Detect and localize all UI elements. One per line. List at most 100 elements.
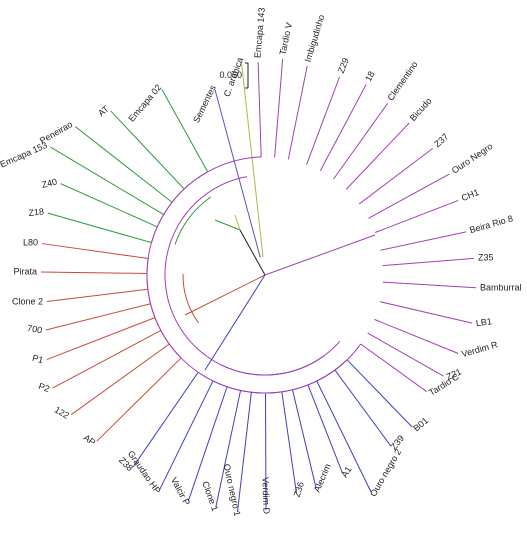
tree-branches	[40, 58, 477, 513]
terminal-branch	[50, 146, 164, 215]
leaf-label: P2	[37, 381, 51, 394]
clade-arc	[164, 176, 341, 376]
leaf-label: Z40	[41, 177, 58, 190]
terminal-branch	[52, 330, 162, 389]
terminal-branch	[60, 183, 158, 228]
leaf-label: Emcapa 143	[252, 7, 266, 58]
leaf-label: Graudao HP	[126, 449, 163, 496]
outgroup-stem	[234, 214, 241, 231]
terminal-branch	[274, 58, 284, 158]
leaf-label: Clementino	[385, 59, 419, 102]
terminal-branch	[382, 281, 477, 289]
terminal-branch	[334, 369, 392, 447]
terminal-branch	[161, 89, 209, 173]
terminal-branch	[319, 84, 367, 172]
terminal-branch	[236, 392, 252, 513]
leaf-label: Ouro Negro	[450, 141, 495, 176]
leaf-label: P1	[31, 353, 44, 365]
terminal-branch	[132, 371, 199, 467]
terminal-branch	[287, 65, 308, 160]
clade-arc	[146, 156, 362, 394]
terminal-branch	[360, 343, 428, 393]
leaf-label: LB1	[475, 316, 492, 328]
terminal-branch	[41, 243, 149, 260]
terminal-branch	[240, 61, 264, 258]
clade-arc	[182, 273, 199, 324]
terminal-branch	[215, 390, 242, 508]
leaf-label: Z36	[292, 481, 306, 499]
terminal-branch	[257, 61, 262, 158]
terminal-branch	[46, 317, 156, 361]
leaf-label: Verdim R	[460, 339, 499, 359]
leaf-label: Ouro negro 2	[368, 447, 403, 498]
leaf-label: 700	[26, 323, 43, 335]
terminal-branch	[358, 148, 434, 205]
root-branch	[239, 229, 266, 276]
clade-arc	[151, 171, 208, 243]
terminal-branch	[367, 332, 444, 377]
clade-stem	[264, 234, 376, 276]
clade-stem	[204, 274, 266, 371]
terminal-branch	[306, 76, 341, 165]
leaf-label: CH1	[460, 187, 480, 203]
terminal-branch	[292, 389, 317, 489]
terminal-branch	[346, 359, 413, 428]
leaf-label: Emcapa 02	[126, 82, 163, 123]
terminal-branch	[46, 288, 148, 303]
terminal-branch	[307, 384, 344, 474]
leaf-label: Z35	[478, 252, 494, 262]
leaf-label: Z39	[389, 433, 406, 451]
leaf-label: Sementes	[191, 83, 218, 124]
leaf-label: Bicudo	[408, 96, 434, 123]
leaf-label: Clone 2	[12, 296, 43, 306]
leaf-label: L80	[23, 237, 38, 247]
leaf-label: Valcir P	[169, 476, 192, 507]
terminal-branch	[187, 386, 228, 502]
leaf-label: Emcapa 153	[0, 140, 49, 170]
leaf-label: Z29	[336, 57, 351, 75]
terminal-branch	[281, 391, 297, 494]
leaf-label: Beira Rio 8	[468, 213, 514, 235]
leaf-label: AT	[96, 103, 111, 118]
terminal-branch	[316, 380, 372, 493]
terminal-branch	[45, 303, 151, 331]
leaf-label: 122	[53, 405, 71, 421]
scale-bar: 0.050	[219, 62, 249, 89]
terminal-branch	[110, 110, 185, 190]
terminal-branch	[374, 318, 459, 354]
terminal-branch	[380, 231, 467, 251]
terminal-branch	[214, 89, 261, 258]
leaf-label: B01	[411, 415, 430, 433]
leaf-label: Verdim D	[260, 477, 271, 515]
terminal-branch	[159, 380, 214, 490]
terminal-branch	[379, 301, 473, 324]
terminal-branch	[382, 257, 475, 267]
leaf-label: Bamburral	[480, 282, 522, 292]
terminal-branch	[40, 271, 148, 274]
terminal-branch	[374, 199, 459, 233]
terminal-branch	[74, 126, 173, 203]
clade-stem	[214, 219, 241, 231]
leaf-label: Tardio V	[277, 22, 294, 56]
terminal-branch	[333, 102, 389, 180]
leaf-label: A1	[339, 465, 353, 480]
terminal-branch	[368, 173, 450, 219]
terminal-branch	[96, 357, 182, 442]
leaf-label: Z37	[432, 131, 450, 149]
terminal-branch	[47, 212, 152, 244]
leaf-label: Ouro negro 1	[222, 463, 243, 517]
clade-arc	[174, 196, 212, 245]
leaf-label: 18	[363, 70, 377, 84]
leaf-label: Z18	[28, 206, 44, 218]
leaf-label: Pirata	[13, 266, 37, 276]
leaf-label: Imbigudinho	[303, 13, 327, 63]
terminal-branch	[345, 122, 410, 190]
terminal-branch	[70, 343, 170, 416]
leaf-label: Alecrim	[312, 462, 333, 494]
scale-bar-label: 0.050	[219, 70, 242, 80]
leaf-label: AP	[82, 432, 98, 447]
clade-stem	[184, 274, 266, 316]
leaf-label: Clone 1	[200, 480, 220, 513]
